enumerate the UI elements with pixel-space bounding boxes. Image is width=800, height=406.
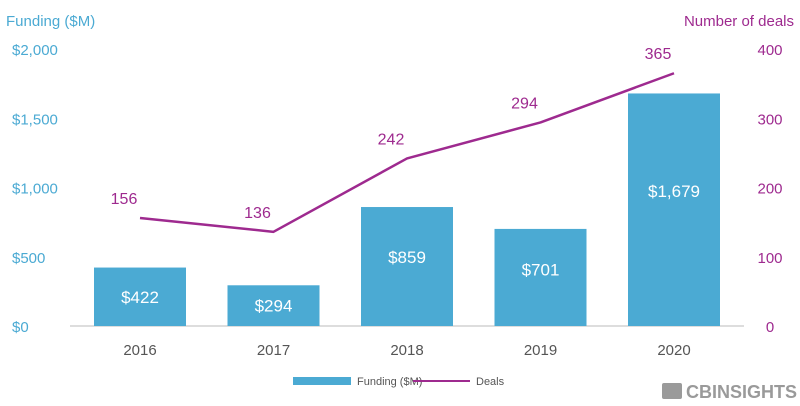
funding-bar-label-2019: $701	[522, 261, 560, 280]
legend: Funding ($M) Deals	[293, 376, 505, 388]
deals-point-label-2019: 294	[511, 95, 538, 112]
right-axis-label: Number of deals	[684, 13, 794, 30]
deals-point-label-2016: 156	[111, 191, 138, 208]
funding-bar-2016	[94, 267, 186, 326]
funding-bar-label-2020: $1,679	[648, 182, 700, 201]
funding-bar-label-2016: $422	[121, 288, 159, 307]
funding-bar-2019	[494, 228, 587, 326]
right-tick-label: 300	[757, 111, 782, 128]
funding-bar-2017	[227, 285, 320, 326]
funding-bars: $422 $294 $859 $701 $1,679	[94, 93, 720, 326]
left-tick-label: $0	[12, 319, 29, 336]
right-tick-label: 200	[757, 181, 782, 198]
funding-bar-2020	[628, 93, 720, 326]
deals-line: 156 136 242 294 365	[111, 46, 675, 234]
left-tick-label: $1,000	[12, 181, 58, 198]
deals-point-label-2017: 136	[244, 205, 271, 222]
right-tick-label: 0	[766, 319, 774, 336]
x-tick-label-2019: 2019	[524, 342, 557, 359]
left-tick-label: $2,000	[12, 42, 58, 59]
deals-line-path	[139, 72, 675, 234]
deals-point-label-2018: 242	[378, 131, 405, 148]
x-tick-label-2017: 2017	[257, 342, 290, 359]
funding-bar-2018	[361, 207, 453, 326]
legend-funding-swatch	[293, 377, 351, 385]
legend-deals-label: Deals	[476, 376, 505, 388]
right-tick-label: 400	[757, 42, 782, 59]
x-tick-label-2018: 2018	[390, 342, 423, 359]
funding-bar-label-2017: $294	[255, 297, 293, 316]
left-tick-label: $1,500	[12, 111, 58, 128]
right-axis-ticks: 0 100 200 300 400	[757, 42, 782, 336]
funding-bar-label-2018: $859	[388, 248, 426, 267]
x-axis-ticks: 2016 2017 2018 2019 2020	[123, 342, 690, 359]
left-axis-label: Funding ($M)	[6, 13, 95, 30]
cbinsights-logo-text: CBINSIGHTS	[686, 382, 797, 402]
right-tick-label: 100	[757, 250, 782, 267]
legend-funding-label: Funding ($M)	[357, 376, 422, 388]
cbinsights-logo-icon	[662, 383, 682, 399]
cbinsights-logo: CBINSIGHTS	[662, 382, 797, 402]
x-tick-label-2020: 2020	[657, 342, 690, 359]
x-tick-label-2016: 2016	[123, 342, 156, 359]
deals-point-label-2020: 365	[645, 46, 672, 63]
left-tick-label: $500	[12, 250, 45, 267]
left-axis-ticks: $0 $500 $1,000 $1,500 $2,000	[12, 42, 58, 336]
